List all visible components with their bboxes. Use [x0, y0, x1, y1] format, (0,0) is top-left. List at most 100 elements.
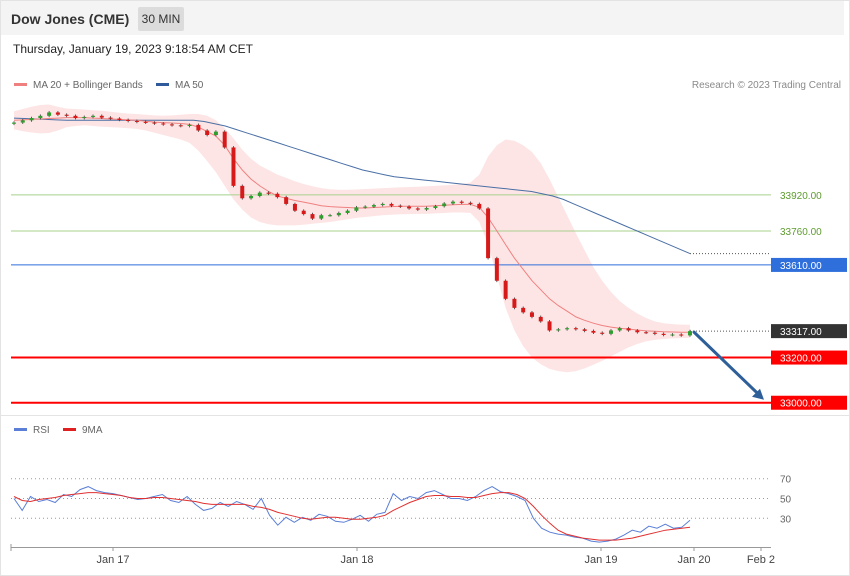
- candle-down: [99, 115, 104, 118]
- timeframe-badge[interactable]: 30 MIN: [138, 7, 184, 31]
- candle-up: [363, 206, 368, 208]
- candle-down: [494, 258, 499, 281]
- candle-down: [310, 214, 315, 219]
- candle-up: [319, 215, 324, 219]
- support-label: 33000.00: [780, 399, 822, 410]
- candle-down: [652, 332, 657, 334]
- candle-down: [134, 121, 139, 123]
- candle-up: [371, 205, 376, 207]
- last-price-label: 33317.00: [780, 327, 822, 338]
- candle-down: [679, 334, 684, 336]
- candle-down: [635, 330, 640, 333]
- candle-down: [538, 316, 543, 322]
- legend-rsi-swatch: [14, 427, 27, 431]
- candle-up: [47, 112, 52, 116]
- legend-ma50-label: MA 50: [175, 80, 204, 91]
- pivot-label: 33610.00: [780, 261, 822, 272]
- candle-down: [170, 124, 175, 126]
- candle-down: [161, 123, 166, 125]
- rsi-ma9-line: [13, 492, 691, 541]
- candle-down: [407, 206, 412, 209]
- legend-rsi: RSI: [14, 425, 50, 436]
- candle-down: [600, 332, 605, 334]
- x-axis-label: Jan 18: [340, 554, 373, 566]
- legend-rsi-label: RSI: [33, 425, 50, 436]
- candle-down: [582, 329, 587, 331]
- resistance-label: 33760.00: [780, 227, 822, 238]
- candle-down: [117, 118, 122, 120]
- legend-ma20-bb: MA 20 + Bollinger Bands: [14, 80, 143, 91]
- candle-up: [380, 203, 385, 206]
- candle-up: [617, 328, 622, 331]
- candle-down: [521, 307, 526, 313]
- support-label-box: [771, 395, 847, 410]
- pivot-label-box: [771, 257, 847, 272]
- candle-down: [152, 122, 157, 124]
- bollinger-band: [14, 104, 690, 373]
- support-label-box: [771, 350, 847, 365]
- x-axis-label: Feb 2: [747, 554, 775, 566]
- rsi-tick-label: 70: [780, 475, 792, 486]
- candle-down: [468, 202, 473, 204]
- candle-down: [275, 193, 280, 198]
- candle-up: [565, 328, 570, 330]
- ma50-line: [13, 117, 691, 255]
- candles: [12, 111, 692, 337]
- projection-arrow: [692, 330, 760, 396]
- candle-down: [486, 208, 491, 259]
- candle-up: [328, 215, 333, 217]
- legend-9ma-swatch: [63, 427, 76, 431]
- candle-down: [64, 114, 69, 116]
- x-axis-label: Jan 17: [96, 554, 129, 566]
- legend-ma20-swatch: [14, 82, 27, 86]
- candle-down: [231, 147, 236, 186]
- candle-down: [512, 298, 517, 308]
- candle-down: [547, 321, 552, 331]
- copyright: Research © 2023 Trading Central: [691, 80, 841, 91]
- candle-up: [670, 334, 675, 336]
- candle-up: [91, 115, 96, 117]
- legend-ma50-swatch: [156, 82, 169, 86]
- candle-up: [12, 122, 16, 124]
- candle-up: [336, 212, 341, 216]
- instrument-title: Dow Jones (CME): [11, 11, 130, 27]
- candle-down: [126, 119, 131, 122]
- candle-up: [82, 116, 87, 119]
- candle-up: [20, 120, 25, 123]
- header-bar: Dow Jones (CME) 30 MIN: [1, 1, 844, 35]
- candle-down: [284, 197, 289, 204]
- projection-arrowhead: [752, 388, 764, 400]
- candle-up: [556, 329, 561, 331]
- legend-9ma: 9MA: [63, 425, 103, 436]
- candle-up: [354, 207, 359, 211]
- ma20-line: [13, 117, 690, 333]
- candle-down: [301, 210, 306, 215]
- candle-up: [38, 115, 43, 119]
- candle-down: [55, 112, 60, 115]
- candle-down: [503, 280, 508, 299]
- x-axis-label: Jan 19: [584, 554, 617, 566]
- candle-down: [459, 201, 464, 203]
- candle-down: [661, 333, 666, 335]
- rsi-tick-label: 50: [780, 495, 792, 506]
- candle-down: [292, 203, 297, 211]
- rsi-tick-label: 30: [780, 514, 792, 525]
- candle-down: [415, 208, 420, 210]
- last-price-box: [771, 324, 847, 339]
- candle-up: [424, 207, 429, 210]
- support-label: 33200.00: [780, 354, 822, 365]
- candle-down: [222, 131, 227, 148]
- legend-9ma-label: 9MA: [82, 425, 103, 436]
- timestamp: Thursday, January 19, 2023 9:18:54 AM CE…: [13, 42, 253, 56]
- candle-up: [249, 196, 254, 199]
- legend-ma20-label: MA 20 + Bollinger Bands: [33, 80, 143, 91]
- candle-down: [143, 121, 148, 123]
- candle-down: [529, 312, 534, 317]
- candle-down: [73, 115, 78, 119]
- candle-down: [389, 203, 394, 206]
- candle-down: [644, 332, 649, 334]
- candle-down: [591, 330, 596, 333]
- candle-down: [266, 192, 271, 194]
- candle-down: [398, 205, 403, 207]
